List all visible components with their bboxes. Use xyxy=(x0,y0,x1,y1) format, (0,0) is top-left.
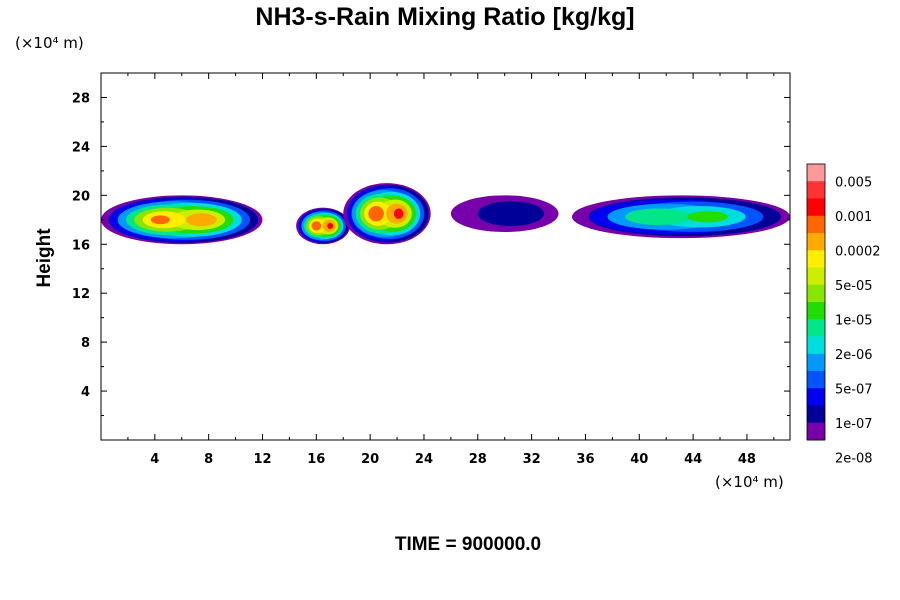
legend-label: 5e-05 xyxy=(835,279,873,294)
colorbar-legend: 0.005 0.001 0.0002 5e-05 1e-05 2e-06 5e-07 1e-0… xyxy=(806,163,881,466)
chart-title: NH3-s-Rain Mixing Ratio [kg/kg] xyxy=(255,3,634,31)
contour-field xyxy=(101,183,790,245)
x-unit-label: (×10⁴ m) xyxy=(715,473,784,491)
legend-label: 0.005 xyxy=(835,175,872,190)
legend-swatch xyxy=(807,302,825,320)
legend-label: 2e-08 xyxy=(835,451,873,466)
legend-swatch xyxy=(807,181,825,199)
legend-swatch xyxy=(807,250,825,268)
contour-band xyxy=(150,215,170,225)
y-tick-label: 24 xyxy=(72,140,90,155)
x-tick-label: 44 xyxy=(684,452,702,467)
y-axis-title: Height xyxy=(34,228,55,288)
y-tick-label: 28 xyxy=(72,91,90,106)
x-tick-label: 40 xyxy=(630,452,648,467)
contour-band xyxy=(393,208,404,219)
y-tick-label: 4 xyxy=(81,385,90,400)
contour-band xyxy=(625,208,692,225)
y-tick-label: 8 xyxy=(81,336,90,351)
x-tick-label: 48 xyxy=(738,452,756,467)
contour-band xyxy=(327,222,334,230)
x-tick-label: 28 xyxy=(469,452,487,467)
legend-label: 0.001 xyxy=(835,210,872,225)
legend-swatch xyxy=(807,336,825,355)
y-tick-label: 12 xyxy=(72,287,90,302)
x-tick-label: 4 xyxy=(150,452,159,467)
x-tick-label: 20 xyxy=(361,452,379,467)
legend-swatch xyxy=(807,353,825,372)
legend-swatch xyxy=(807,388,825,406)
y-tick-label: 16 xyxy=(72,238,90,253)
contour-band xyxy=(687,211,728,223)
legend-swatch xyxy=(807,164,825,182)
legend-label: 2e-06 xyxy=(835,348,873,363)
legend-swatch xyxy=(807,284,825,303)
legend-swatch xyxy=(807,319,825,337)
legend-swatch xyxy=(807,198,825,217)
y-tick-label: 20 xyxy=(72,189,90,204)
contour-band xyxy=(185,213,217,227)
legend-swatch xyxy=(807,371,825,389)
legend-label: 1e-07 xyxy=(835,417,873,432)
legend-label: 5e-07 xyxy=(835,382,873,397)
legend-frame xyxy=(806,163,826,441)
contour-band xyxy=(311,221,322,231)
x-tick-label: 8 xyxy=(204,452,213,467)
legend-label: 0.0002 xyxy=(835,244,881,259)
time-label: TIME = 900000.0 xyxy=(395,534,541,555)
legend-swatch xyxy=(807,267,825,286)
contour-band xyxy=(477,201,545,227)
x-tick-label: 16 xyxy=(307,452,325,467)
legend-swatch xyxy=(807,422,825,441)
plot-frame xyxy=(100,72,791,441)
legend-swatch xyxy=(807,215,825,234)
legend-swatch xyxy=(807,233,825,251)
x-tick-label: 36 xyxy=(576,452,594,467)
y-unit-label: (×10⁴ m) xyxy=(15,34,84,52)
y-axis: 4 8 12 16 20 24 28 xyxy=(72,91,790,417)
x-tick-label: 24 xyxy=(415,452,433,467)
x-tick-label: 12 xyxy=(253,452,271,467)
legend-swatch xyxy=(807,405,825,424)
legend-label: 1e-05 xyxy=(835,313,873,328)
contour-band xyxy=(368,205,384,222)
x-tick-label: 32 xyxy=(523,452,541,467)
x-axis: 4 8 12 16 20 24 28 32 36 40 44 48 xyxy=(127,73,775,467)
